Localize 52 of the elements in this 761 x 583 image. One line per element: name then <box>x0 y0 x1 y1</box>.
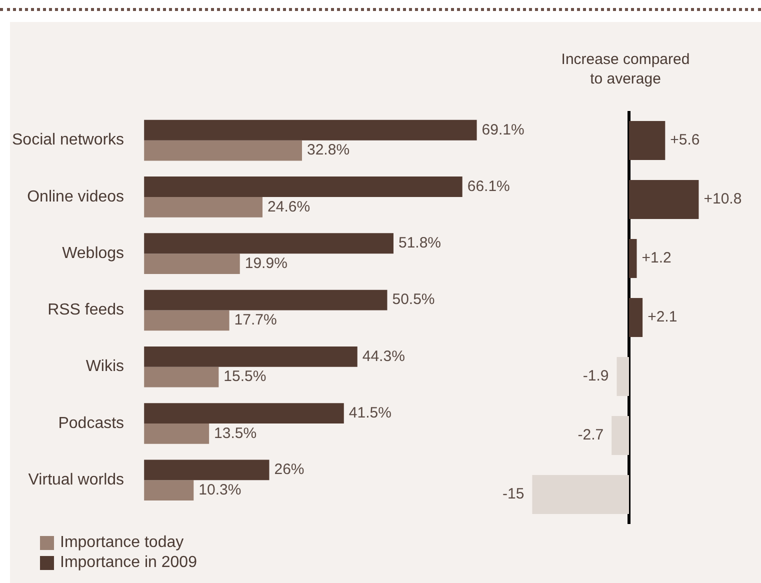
data-label: 69.1% <box>482 121 524 138</box>
data-label: 10.3% <box>198 481 242 498</box>
data-label: 15.5% <box>224 368 266 386</box>
bar <box>144 233 394 254</box>
bar <box>144 423 210 444</box>
data-label: +5.6 <box>670 132 700 149</box>
data-label: +1.2 <box>642 250 672 267</box>
data-label: 17.7% <box>234 312 277 329</box>
bar <box>629 239 637 278</box>
data-label: 66.1% <box>467 178 510 195</box>
y-tick-label: Virtual worlds <box>28 471 124 488</box>
y-tick-label: Social networks <box>12 132 124 149</box>
bar <box>144 366 219 388</box>
bar <box>629 121 666 160</box>
y-tick-label: Wikis <box>86 358 124 376</box>
bar <box>144 140 302 161</box>
data-label: 24.6% <box>268 198 310 216</box>
data-label: +10.8 <box>704 190 742 208</box>
bar <box>612 416 630 455</box>
data-label: 41.5% <box>348 404 392 422</box>
bar <box>629 180 699 219</box>
data-label: +2.1 <box>648 308 678 326</box>
legend-label: Importance in 2009 <box>60 553 197 573</box>
bar <box>144 120 477 140</box>
y-tick-label: Weblogs <box>62 244 124 262</box>
bar <box>144 196 263 218</box>
bar <box>144 346 358 367</box>
bar <box>144 176 462 197</box>
bar <box>144 480 194 500</box>
bar <box>144 254 240 274</box>
data-label: 32.8% <box>306 142 350 159</box>
y-tick-label: Podcasts <box>58 414 124 432</box>
data-label: 51.8% <box>398 234 442 252</box>
data-label: -2.7 <box>578 426 604 444</box>
data-label: -15 <box>502 486 524 503</box>
bar <box>532 475 630 514</box>
chart-title: Increase compared to average <box>561 50 690 88</box>
bar <box>629 298 643 337</box>
bar <box>144 403 344 424</box>
legend-label: Importance today <box>60 533 184 553</box>
bar <box>144 460 270 480</box>
data-label: 13.5% <box>214 424 257 442</box>
y-tick-label: RSS feeds <box>48 302 124 319</box>
data-label: -1.9 <box>582 368 609 385</box>
bar <box>144 310 230 331</box>
data-label: 26% <box>274 461 304 478</box>
data-label: 19.9% <box>244 254 288 272</box>
bar <box>616 357 630 396</box>
y-tick-label: Online videos <box>27 188 124 206</box>
data-label: 44.3% <box>362 348 405 365</box>
data-label: 50.5% <box>392 291 435 308</box>
bar <box>144 290 388 310</box>
